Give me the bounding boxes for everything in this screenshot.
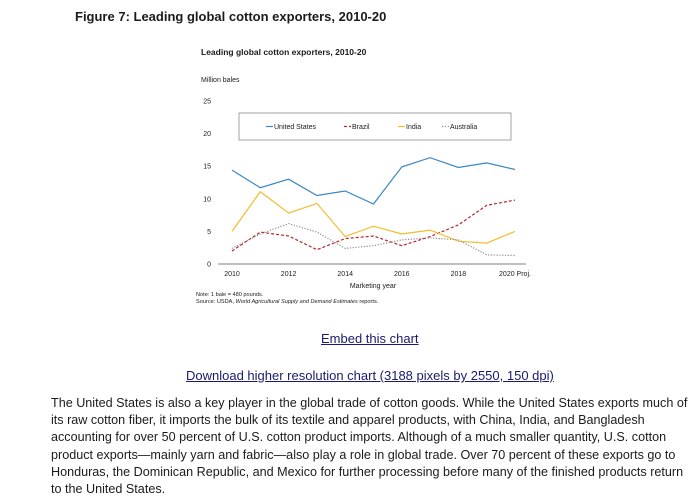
cotton-exporters-chart: Leading global cotton exporters, 2010-20… bbox=[196, 47, 531, 305]
legend-label-india: India bbox=[406, 124, 421, 131]
y-tick-label: 0 bbox=[207, 262, 211, 269]
series-line-india bbox=[231, 190, 516, 244]
chart-note: Source: USDA, World Agricultural Supply … bbox=[196, 299, 379, 305]
legend-label-brazil: Brazil bbox=[352, 124, 370, 131]
y-tick-label: 15 bbox=[203, 164, 211, 171]
download-chart-link[interactable]: Download higher resolution chart (3188 p… bbox=[186, 368, 554, 383]
x-tick-label: 2012 bbox=[281, 271, 297, 278]
chart-title: Leading global cotton exporters, 2010-20 bbox=[201, 47, 367, 57]
x-tick-label: 2010 bbox=[224, 271, 240, 278]
legend: United States Brazil India Australia bbox=[238, 112, 512, 141]
x-tick-label: 2014 bbox=[337, 271, 353, 278]
y-tick-label: 20 bbox=[203, 131, 211, 138]
chart-notes: Note: 1 bale = 480 pounds.Source: USDA, … bbox=[196, 292, 379, 305]
y-tick-label: 10 bbox=[203, 196, 211, 203]
series-lines bbox=[231, 157, 516, 257]
legend-label-united-states: United States bbox=[274, 124, 317, 131]
legend-label-australia: Australia bbox=[450, 124, 477, 131]
chart-note: Note: 1 bale = 480 pounds. bbox=[196, 292, 264, 298]
y-tick-label: 5 bbox=[207, 229, 211, 236]
series-line-brazil bbox=[231, 199, 516, 252]
x-tick-label: 2018 bbox=[451, 271, 467, 278]
series-line-united-states bbox=[231, 157, 516, 205]
x-tick-labels: 2010 2012 2014 2016 2018 2020 Proj. bbox=[224, 271, 531, 278]
x-tick-label: 2020 Proj. bbox=[499, 271, 531, 278]
figure-heading: Figure 7: Leading global cotton exporter… bbox=[75, 9, 387, 24]
embed-chart-link[interactable]: Embed this chart bbox=[321, 331, 419, 346]
y-axis-label: Million bales bbox=[201, 77, 240, 84]
legend-box bbox=[238, 112, 512, 141]
y-tick-label: 25 bbox=[203, 99, 211, 106]
x-tick-label: 2016 bbox=[394, 271, 410, 278]
series-line-australia bbox=[231, 222, 516, 257]
body-paragraph: The United States is also a key player i… bbox=[51, 396, 688, 497]
x-axis-label: Marketing year bbox=[350, 283, 397, 290]
y-tick-labels: 0 5 10 15 20 25 bbox=[203, 99, 211, 269]
